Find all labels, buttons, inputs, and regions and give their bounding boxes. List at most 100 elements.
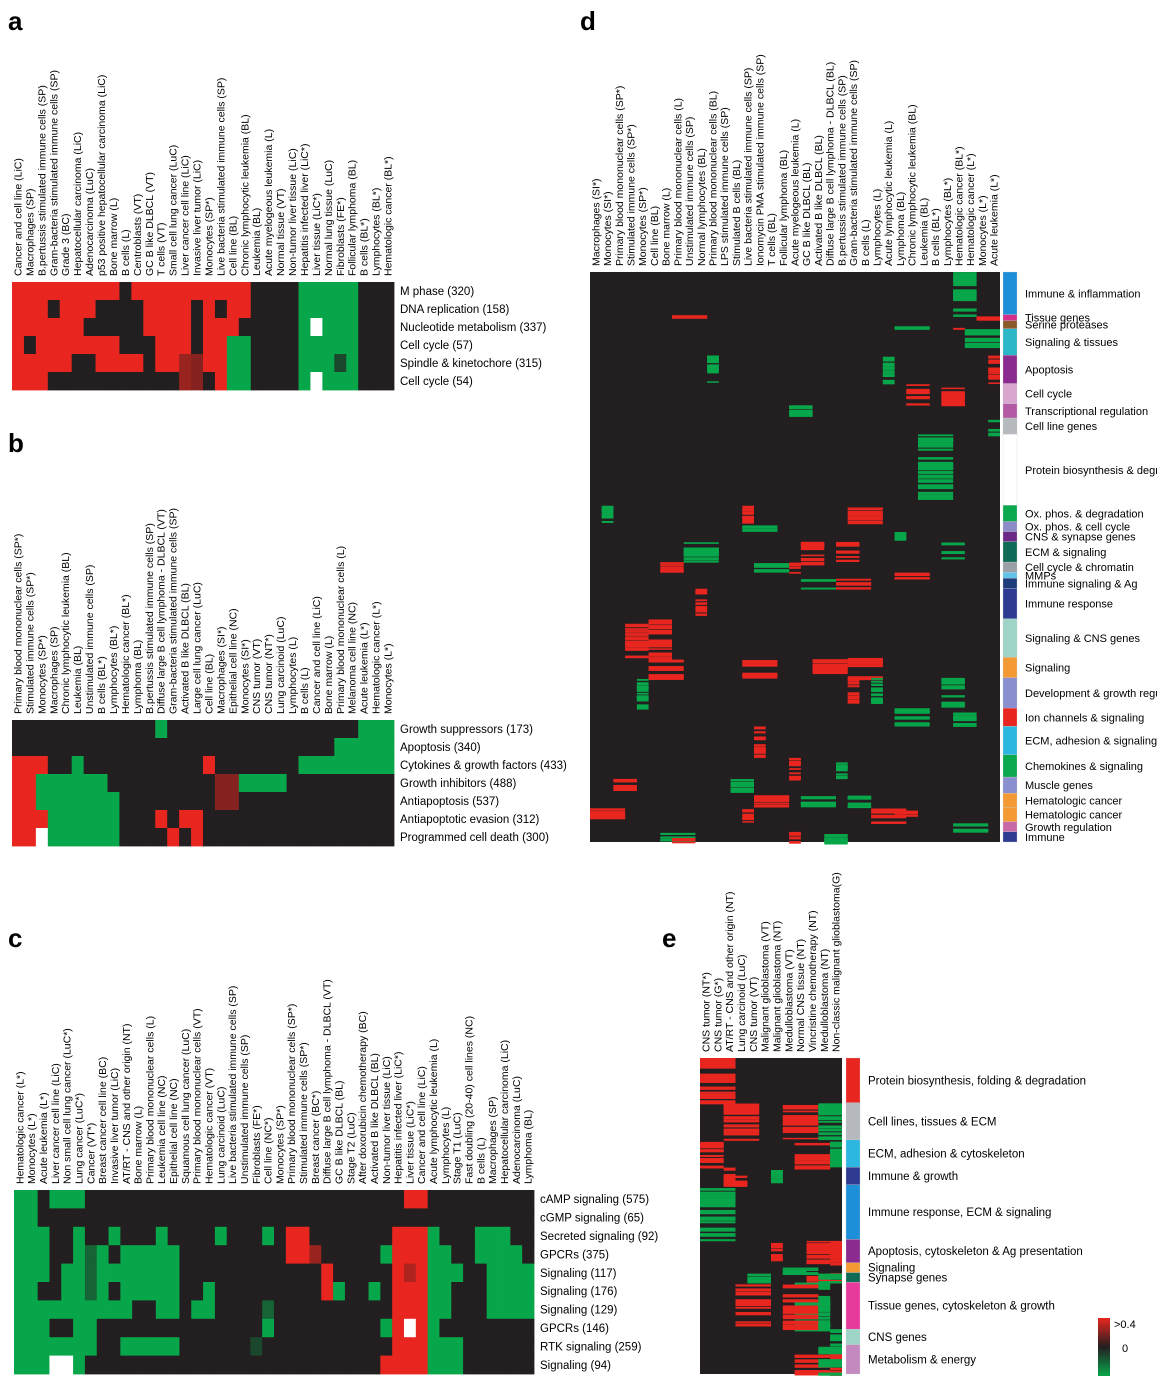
heatmap-d-cell (660, 836, 696, 839)
heatmap-a-cell (322, 300, 335, 319)
heatmap-e-cell (771, 1258, 783, 1262)
heatmap-b-column-label: Monocytes (SP*) (36, 635, 48, 714)
heatmap-d-cell (695, 588, 708, 591)
heatmap-b-column-label: Unstimulated immune cells (SP) (84, 565, 96, 714)
heatmap-d-cell (636, 696, 649, 699)
heatmap-b-row-label: Growth inhibitors (488) (400, 778, 516, 790)
heatmap-b-cell (95, 810, 108, 829)
heatmap-e-cell (700, 1239, 736, 1242)
heatmap-e-cell (700, 1101, 736, 1105)
heatmap-b-cell (322, 720, 335, 739)
heatmap-c-cell (238, 1282, 251, 1301)
heatmap-e-cell (782, 1307, 819, 1311)
heatmap-e-cell (818, 1128, 842, 1132)
heatmap-b-cell (298, 810, 311, 829)
heatmap-e-cell (700, 1203, 736, 1207)
heatmap-b-cell (167, 810, 180, 829)
heatmap-c-cell (309, 1190, 322, 1209)
heatmap-a-cell (250, 354, 264, 373)
heatmap-e-cell (818, 1298, 831, 1302)
heatmap-e-cell (782, 1110, 819, 1113)
heatmap-e-cell (723, 1128, 760, 1132)
heatmap-c-cell (262, 1355, 275, 1375)
heatmap-b-cell (322, 738, 335, 757)
heatmap-d-column-label: GC B like DLBCL (BL) (801, 163, 813, 266)
heatmap-a-cell (155, 300, 168, 319)
heatmap-c-cell (522, 1300, 535, 1320)
heatmap-c-cell (96, 1226, 109, 1246)
heatmap-d-cell (660, 570, 684, 573)
heatmap-a-cell (358, 336, 371, 355)
heatmap-d-cell (836, 578, 872, 581)
heatmap-c-cell (25, 1282, 39, 1301)
heatmap-c-column-label: B cells (L) (475, 1137, 487, 1184)
heatmap-d-cell (824, 834, 848, 838)
heatmap-c-cell (404, 1337, 417, 1356)
heatmap-d-cell (742, 813, 754, 816)
heatmap-d-cell (590, 811, 626, 815)
heatmap-c-row-label: GPCRs (146) (540, 1323, 609, 1335)
heatmap-d-cell (613, 779, 637, 783)
heatmap-c-cell (486, 1355, 499, 1375)
heatmap-d-cell (800, 554, 825, 557)
heatmap-e-cell (818, 1362, 842, 1366)
heatmap-d-background (590, 272, 1000, 842)
heatmap-c-cell (498, 1226, 511, 1246)
module-label: Immune response (1025, 599, 1113, 611)
heatmap-c-cell (37, 1282, 50, 1301)
panel-letter-c: c (8, 923, 23, 953)
heatmap-b-cell (143, 792, 156, 811)
heatmap-a-cell (274, 282, 287, 301)
heatmap-d-column-label: Lymphocytes (BL*) (942, 178, 954, 266)
heatmap-a-cell (107, 282, 120, 301)
heatmap-b-cell (310, 792, 323, 811)
heatmap-c-cell (73, 1245, 86, 1264)
heatmap-a-column-label: T cells (VT) (156, 223, 168, 276)
heatmap-d-cell (988, 377, 1000, 380)
heatmap-d-cell (789, 760, 801, 764)
heatmap-d-cell (941, 695, 965, 698)
heatmap-c-column-label: Stimulated immune cells (SP*) (298, 1042, 310, 1184)
heatmap-d-cell (636, 704, 649, 708)
heatmap-c-cell (486, 1318, 499, 1338)
heatmap-e-cell (735, 1321, 771, 1323)
heatmap-c-cell (463, 1245, 476, 1264)
heatmap-c-cell (179, 1263, 192, 1283)
heatmap-c-cell (344, 1337, 358, 1356)
heatmap-e-cell (830, 1164, 842, 1167)
heatmap-c-column-label: Activated B like DLBCL (BL) (369, 1053, 381, 1184)
heatmap-b-cell (95, 774, 108, 793)
heatmap-b-cell (119, 774, 132, 793)
heatmap-c-cell (404, 1245, 417, 1264)
heatmap-a-column-label: Non-tumor liver tissue (LiC) (287, 148, 299, 276)
heatmap-c-cell (25, 1190, 39, 1209)
module-color-bar (1002, 821, 1018, 833)
heatmap-b-cell (191, 810, 204, 829)
heatmap-c-cell (73, 1208, 86, 1228)
heatmap-c-cell (356, 1300, 369, 1320)
heatmap-e-cell (794, 1355, 831, 1358)
heatmap-b-cell (59, 774, 73, 793)
heatmap-c-cell (321, 1190, 334, 1209)
heatmap-d-cell (894, 537, 907, 540)
heatmap-e-column-label: Malignant glioblastoma (VT) (760, 921, 772, 1052)
panel-letter-e: e (662, 923, 677, 953)
heatmap-c-cell (380, 1226, 393, 1246)
heatmap-c-cell (37, 1208, 50, 1228)
heatmap-e-cell (830, 1249, 842, 1253)
heatmap-d-cell (871, 699, 883, 703)
heatmap-b-cell (310, 828, 323, 847)
heatmap-d-cell (800, 796, 836, 800)
heatmap-e-cell (818, 1313, 831, 1316)
heatmap-a-cell (35, 282, 49, 301)
module-label: Signaling (1025, 663, 1070, 675)
heatmap-d-cell (707, 367, 719, 371)
heatmap-c-cell (179, 1208, 192, 1228)
heatmap-b-cell (119, 720, 132, 739)
module-label: Cell cycle (1025, 389, 1072, 401)
heatmap-a-cell (226, 318, 240, 337)
module-color-bar (1002, 572, 1018, 579)
heatmap-b-cell (179, 810, 192, 829)
heatmap-c-cell (463, 1226, 476, 1246)
module-color-bar (1002, 561, 1018, 573)
